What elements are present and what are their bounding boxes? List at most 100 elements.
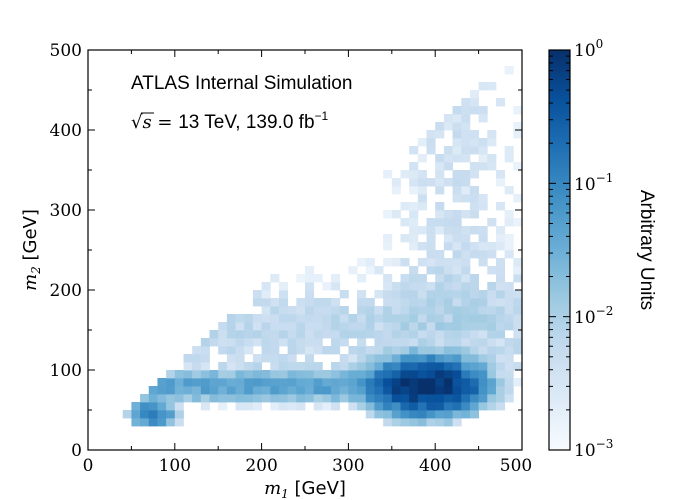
heatmap-cell xyxy=(435,346,445,355)
heatmap-cell xyxy=(495,378,506,387)
heatmap-cell xyxy=(495,202,506,211)
heatmap-cell xyxy=(452,258,462,267)
heatmap-cell xyxy=(226,346,236,355)
heatmap-cell xyxy=(443,218,453,227)
heatmap-cell xyxy=(452,194,462,203)
heatmap-cell xyxy=(452,226,462,235)
heatmap-cell xyxy=(495,178,506,187)
heatmap-cell xyxy=(313,314,323,323)
atlas-label: ATLAS Internal Simulation xyxy=(131,73,352,94)
heatmap-cell xyxy=(409,274,419,283)
heatmap-cell xyxy=(504,234,514,243)
heatmap-cell xyxy=(339,306,349,315)
heatmap-cell xyxy=(331,378,341,387)
heatmap-cell xyxy=(435,386,445,395)
colorbar-title: Arbitrary Units xyxy=(636,190,657,310)
heatmap-cell xyxy=(313,370,323,379)
heatmap-cell xyxy=(495,282,506,291)
heatmap-cell xyxy=(391,314,401,323)
heatmap-cell xyxy=(452,282,462,291)
heatmap-cell xyxy=(192,378,202,387)
heatmap-cell xyxy=(235,386,245,395)
heatmap-cell xyxy=(452,330,462,339)
heatmap-cell xyxy=(487,290,497,299)
heatmap-cell xyxy=(461,250,471,259)
heatmap-cell xyxy=(339,330,349,339)
heatmap-cell xyxy=(469,362,479,371)
heatmap-cell xyxy=(469,306,479,315)
heatmap-cell xyxy=(287,362,297,371)
heatmap-cell xyxy=(487,378,497,387)
heatmap-cell xyxy=(252,378,262,387)
heatmap-cell xyxy=(461,410,471,419)
heatmap-cell xyxy=(409,362,419,371)
heatmap-cell xyxy=(287,330,297,339)
heatmap-cell xyxy=(313,386,323,395)
heatmap-cell xyxy=(383,354,393,363)
heatmap-cell xyxy=(443,178,453,187)
heatmap-cell xyxy=(383,314,393,323)
heatmap-cell xyxy=(391,322,401,331)
heatmap-cell xyxy=(469,146,479,155)
heatmap-cell xyxy=(200,338,210,347)
heatmap-cell xyxy=(244,394,254,403)
heatmap-cell xyxy=(461,282,471,291)
heatmap-cell xyxy=(218,394,228,403)
heatmap-cell xyxy=(461,114,471,123)
heatmap-cell xyxy=(287,386,297,395)
heatmap-cell xyxy=(487,130,497,139)
heatmap-cell xyxy=(331,282,341,291)
heatmap-cell xyxy=(409,418,419,427)
heatmap-cell xyxy=(348,378,358,387)
heatmap-cell xyxy=(313,338,323,347)
heatmap-cell xyxy=(365,394,375,403)
heatmap-cell xyxy=(235,322,245,331)
heatmap-cell xyxy=(313,322,323,331)
heatmap-cell xyxy=(487,306,497,315)
heatmap-cell xyxy=(391,338,401,347)
heatmap-cell xyxy=(192,354,202,363)
heatmap-cell xyxy=(469,370,479,379)
heatmap-cell xyxy=(374,322,384,331)
heatmap-cell xyxy=(426,282,436,291)
heatmap-cell xyxy=(305,282,315,291)
heatmap-cell xyxy=(461,138,471,147)
heatmap-cell xyxy=(305,386,315,395)
heatmap-cell xyxy=(435,298,445,307)
heatmap-cell xyxy=(400,314,410,323)
heatmap-cell xyxy=(469,170,479,179)
heatmap-cell xyxy=(348,314,358,323)
heatmap-cell xyxy=(443,370,453,379)
heatmap-cell xyxy=(478,386,488,395)
heatmap-cell xyxy=(435,402,445,411)
heatmap-cell xyxy=(261,346,271,355)
heatmap-cell xyxy=(261,322,271,331)
heatmap-cell xyxy=(426,394,436,403)
heatmap-cell xyxy=(495,258,506,267)
heatmap-cell xyxy=(252,370,262,379)
heatmap-cell xyxy=(365,322,375,331)
colorbar-tick-label: 10−3 xyxy=(574,437,613,461)
heatmap-cell xyxy=(339,338,349,347)
heatmap-cell xyxy=(296,306,306,315)
heatmap-cell xyxy=(383,362,393,371)
heatmap-cell xyxy=(426,226,436,235)
heatmap-cell xyxy=(478,242,488,251)
heatmap-cell xyxy=(504,186,514,195)
heatmap-cell xyxy=(357,258,367,267)
heatmap-cell xyxy=(192,370,202,379)
y-tick-label: 0 xyxy=(71,441,82,461)
heatmap-cell xyxy=(409,202,419,211)
heatmap-cell xyxy=(391,418,401,427)
heatmap-cell xyxy=(391,346,401,355)
heatmap-cell xyxy=(357,386,367,395)
x-tick-label: 500 xyxy=(500,456,532,476)
heatmap-cell xyxy=(469,202,479,211)
heatmap-cell xyxy=(383,242,393,251)
heatmap-cell xyxy=(495,274,506,283)
heatmap-cell xyxy=(495,266,506,275)
heatmap-cell xyxy=(357,274,367,283)
heatmap-cell xyxy=(409,306,419,315)
heatmap-cell xyxy=(426,306,436,315)
heatmap-cell xyxy=(270,402,280,411)
